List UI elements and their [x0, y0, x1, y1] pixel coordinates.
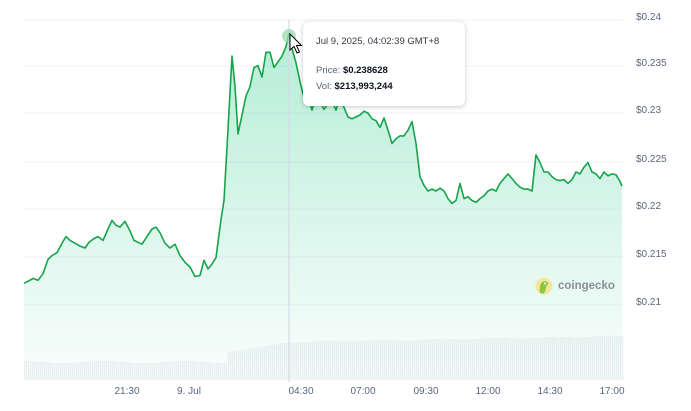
x-tick-label: 9. Jul	[177, 386, 201, 397]
price-area-fill	[24, 33, 622, 383]
brand-name: coingecko	[558, 280, 615, 292]
tooltip-price-row: Price: $0.238628	[316, 65, 388, 76]
tooltip-price-value: $0.238628	[342, 65, 388, 76]
y-tick-label: $0.235	[636, 58, 667, 69]
x-tick-label: 21:30	[114, 386, 140, 397]
tooltip-price-label: Price:	[316, 65, 341, 76]
y-tick-label: $0.23	[636, 105, 662, 116]
coingecko-watermark: coingecko	[535, 277, 615, 295]
x-tick-label: 07:00	[350, 386, 376, 397]
y-tick-label: $0.21	[636, 297, 662, 308]
tooltip-date: Jul 9, 2025, 04:02:39 GMT+8	[316, 36, 440, 47]
x-tick-label: 04:30	[288, 386, 314, 397]
x-tick-label: 17:00	[599, 386, 625, 397]
x-tick-label: 09:30	[413, 386, 439, 397]
y-tick-label: $0.215	[636, 249, 667, 260]
x-tick-label: 14:30	[537, 386, 563, 397]
tooltip-vol-row: Vol: $213,993,244	[316, 81, 393, 92]
hover-tooltip: Jul 9, 2025, 04:02:39 GMT+8 Price: $0.23…	[303, 22, 465, 106]
mouse-cursor-icon	[289, 32, 303, 54]
x-tick-label: 12:00	[475, 386, 501, 397]
y-tick-label: $0.22	[636, 201, 662, 212]
y-tick-label: $0.24	[636, 12, 662, 23]
coingecko-logo-icon	[535, 277, 553, 295]
tooltip-vol-label: Vol:	[316, 81, 332, 92]
y-tick-label: $0.225	[636, 154, 667, 165]
tooltip-vol-value: $213,993,244	[334, 81, 393, 92]
